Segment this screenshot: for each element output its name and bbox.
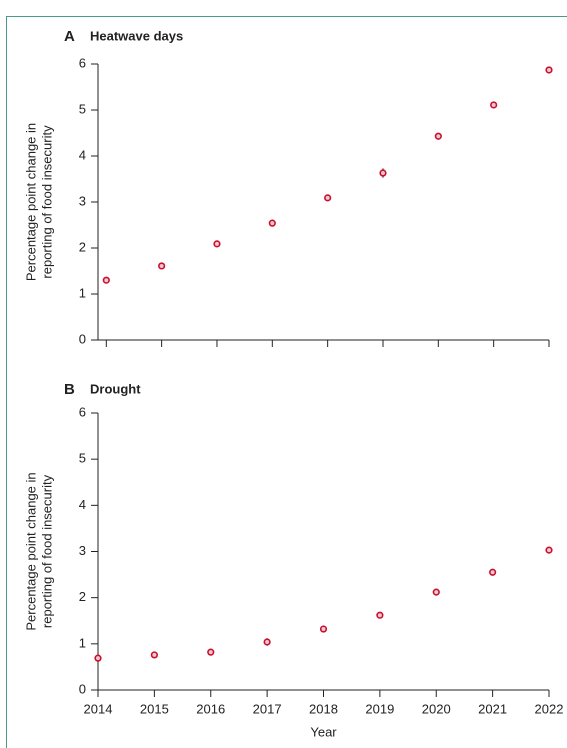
point [263,638,271,646]
x-tick-label: 2016 [196,701,225,716]
x-tick-label: 2017 [253,701,282,716]
x-tick-label: 2022 [535,701,564,716]
y-tick-label: 1 [79,635,86,650]
x-tick-label: 2021 [478,701,507,716]
y-tick-label: 3 [79,543,86,558]
point [207,648,215,656]
y-axis-label: Percentage point change in [23,472,38,630]
y-tick-label: 5 [79,451,86,466]
point [376,611,384,619]
y-axis-label: Percentage point change in [23,123,38,281]
point [319,625,328,633]
point [102,276,110,284]
y-tick-label: 2 [79,239,86,254]
y-tick-label: 3 [79,193,86,208]
point [489,568,497,576]
point [213,240,221,248]
point [490,101,498,109]
panel-letter: B [64,381,75,398]
frame [6,16,567,748]
point [379,169,387,177]
point [432,588,440,596]
y-axis-label: reporting of food insecurity [39,474,54,628]
x-tick-label: 2015 [140,701,169,716]
y-tick-label: 0 [79,331,86,346]
point [545,546,553,554]
panel-title: Drought [90,381,141,396]
y-tick-label: 0 [79,681,86,696]
x-tick-label: 2014 [84,701,113,716]
x-tick-label: 2018 [309,701,338,716]
y-axis-label: reporting of food insecurity [39,125,54,279]
point [324,194,332,202]
point [94,654,102,662]
y-tick-label: 6 [79,55,86,70]
x-tick-label: 2020 [422,701,451,716]
panel-letter: A [64,28,75,45]
y-tick-label: 4 [79,147,86,162]
panel-title: Heatwave days [90,28,183,43]
point [268,219,276,227]
y-tick-label: 5 [79,101,86,116]
x-tick-label: 2019 [365,701,394,716]
x-axis-label: Year [310,724,337,739]
y-tick-label: 2 [79,589,86,604]
point [158,262,166,270]
y-tick-label: 6 [79,404,86,419]
point [434,132,442,140]
point [545,66,553,74]
y-tick-label: 4 [79,497,86,512]
y-tick-label: 1 [79,285,86,300]
point [150,651,158,659]
